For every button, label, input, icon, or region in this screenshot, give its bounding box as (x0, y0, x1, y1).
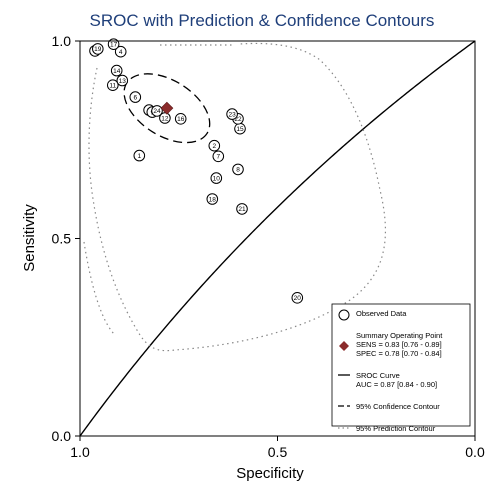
observed-point-14 (110, 64, 123, 77)
chart-title: SROC with Prediction & Confidence Contou… (90, 11, 435, 30)
observed-point-label-17: 17 (110, 42, 118, 49)
legend-sroc-text-1: AUC = 0.87 [0.84 - 0.90] (356, 380, 437, 389)
legend-summary-text-0: Summary Operating Point (356, 331, 443, 340)
observed-point-16 (174, 113, 187, 125)
observed-point-12 (159, 112, 171, 124)
legend-confidence-text-0: 95% Confidence Contour (356, 402, 440, 411)
observed-point-1 (133, 149, 146, 162)
x-tick-label-0: 1.0 (70, 444, 90, 460)
y-tick-label-1: 0.5 (52, 231, 72, 247)
observed-point-13 (116, 74, 129, 87)
observed-points-layer: 123456789101112131415161718192021222324 (89, 38, 304, 304)
observed-point-23 (226, 108, 238, 120)
legend-summary-text-1: SENS = 0.83 [0.76 - 0.89] (356, 340, 442, 349)
observed-point-label-15: 15 (236, 126, 244, 133)
observed-point-21 (236, 203, 248, 215)
axes-layer: 0.0 0.5 1.0 1.0 0.5 0.0 (52, 33, 485, 460)
observed-point-6 (129, 91, 142, 103)
legend-observed-key (338, 309, 350, 321)
x-tick-label-2: 0.0 (465, 444, 485, 460)
x-axis-title: Specificity (236, 465, 304, 482)
legend-summary-text-2: SPEC = 0.78 [0.70 - 0.84] (356, 349, 442, 358)
observed-point-label-18: 18 (209, 196, 217, 203)
observed-point-18 (206, 193, 219, 205)
observed-point-19 (92, 43, 104, 55)
prediction-contour-lower-tail (83, 241, 116, 336)
observed-point-10 (210, 172, 223, 184)
legend-sroc-text-0: SROC Curve (356, 371, 400, 380)
observed-point-label-22: 22 (234, 116, 242, 123)
observed-point-label-14: 14 (113, 68, 121, 75)
observed-point-4 (114, 45, 127, 58)
observed-point-label-11: 11 (109, 83, 116, 90)
legend-box (331, 303, 471, 427)
observed-point-7 (212, 150, 225, 163)
observed-point-label-2: 2 (212, 143, 216, 150)
observed-point-11 (107, 79, 119, 91)
observed-point-label-7: 7 (216, 154, 220, 161)
observed-point-label-4: 4 (119, 49, 123, 56)
observed-point-label-13: 13 (119, 78, 127, 85)
observed-point-label-24: 24 (153, 108, 161, 115)
observed-point-label-10: 10 (213, 175, 221, 182)
observed-point-label-8: 8 (236, 167, 240, 174)
y-axis-title: Sensitivity (21, 204, 38, 272)
observed-point-20 (291, 292, 304, 304)
legend-observed-text-0: Observed Data (356, 309, 407, 318)
x-tick-label-1: 0.5 (268, 444, 288, 460)
y-tick-label-2: 1.0 (52, 33, 72, 49)
summary-operating-point (160, 101, 174, 115)
legend-summary-key (339, 341, 349, 351)
legend: Observed Data Summary Operating PointSENS… (331, 303, 471, 433)
observed-point-2 (208, 139, 221, 152)
sroc-curve (79, 40, 476, 437)
observed-point-label-21: 21 (238, 206, 246, 213)
observed-point-label-23: 23 (228, 111, 236, 118)
observed-point-label-12: 12 (161, 115, 169, 122)
observed-point-label-16: 16 (177, 116, 185, 123)
observed-point-label-1: 1 (137, 153, 141, 160)
observed-point-label-20: 20 (294, 295, 302, 302)
legend-prediction-text-0: 95% Prediction Contour (356, 424, 436, 433)
observed-point-17 (107, 38, 120, 51)
observed-point-24 (151, 105, 163, 117)
observed-point-label-6: 6 (133, 94, 137, 101)
observed-point-label-19: 19 (94, 46, 102, 53)
observed-point-8 (232, 163, 244, 176)
y-tick-label-0: 0.0 (52, 428, 72, 444)
